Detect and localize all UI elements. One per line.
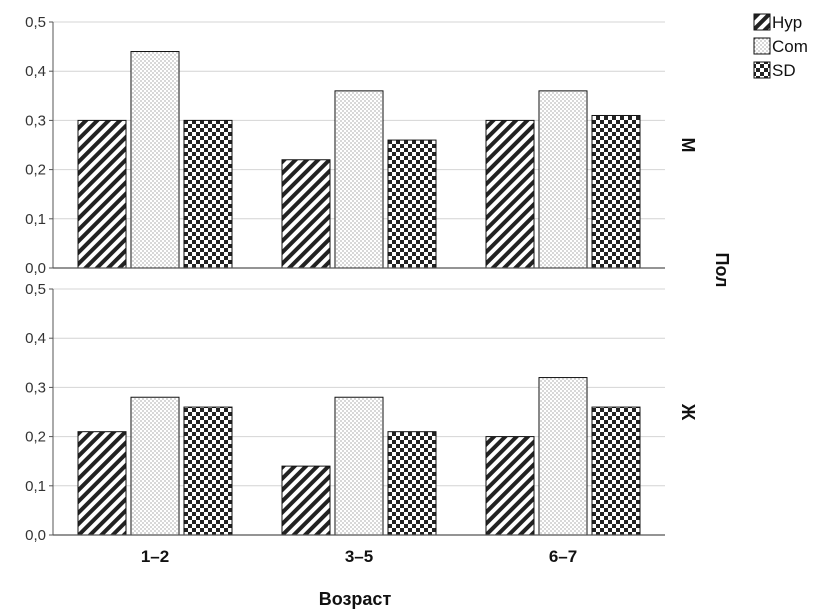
y-tick-label: 0,0 <box>25 527 46 544</box>
y-tick-label: 0,3 <box>25 112 46 129</box>
bar-hyp-m <box>281 159 331 269</box>
y-tick-label: 0,2 <box>25 162 46 179</box>
y-tick-label: 0,5 <box>25 281 46 298</box>
bar-com-zh <box>334 396 384 536</box>
bar-sd-m <box>387 139 437 269</box>
bar-com-zh <box>538 377 588 536</box>
x-tick-label: 6–7 <box>549 547 577 566</box>
bar-hyp-zh <box>281 465 331 536</box>
bar-hyp-m <box>485 119 535 269</box>
facet-axis-title: Пол <box>712 253 732 288</box>
bar-hyp-zh <box>77 431 127 536</box>
bar-hyp-m <box>77 119 127 269</box>
bars <box>77 51 641 536</box>
bar-sd-zh <box>387 431 437 536</box>
facet-label: М <box>678 138 698 153</box>
y-tick-label: 0,2 <box>25 429 46 446</box>
bar-sd-m <box>591 114 641 269</box>
axes <box>49 21 665 536</box>
y-tick-label: 0,3 <box>25 379 46 396</box>
legend-swatch-sd <box>753 61 771 79</box>
y-tick-label: 0,4 <box>25 63 46 80</box>
bar-com-m <box>538 90 588 269</box>
facet-label: Ж <box>678 403 698 421</box>
bar-com-zh <box>130 396 180 536</box>
labels: 0,0 0,1 0,2 0,3 0,4 0,5 М 0,0 0,1 0,2 0,3 0,4 0,5 Ж 1–… <box>25 14 732 609</box>
y-tick-label: 0,0 <box>25 260 46 277</box>
bar-sd-zh <box>183 406 233 536</box>
legend-label: Hyp <box>772 13 802 32</box>
x-axis-title: Возраст <box>319 589 392 609</box>
legend-label: SD <box>772 61 796 80</box>
legend: Hyp Com SD <box>753 13 808 80</box>
y-tick-label: 0,4 <box>25 330 46 347</box>
bar-sd-zh <box>591 406 641 536</box>
legend-label: Com <box>772 37 808 56</box>
legend-swatch-com <box>753 37 771 55</box>
bar-hyp-zh <box>485 436 535 536</box>
y-tick-label: 0,1 <box>25 478 46 495</box>
y-tick-label: 0,1 <box>25 211 46 228</box>
bar-sd-m <box>183 119 233 269</box>
legend-swatch-hyp <box>753 13 771 31</box>
y-tick-label: 0,5 <box>25 14 46 31</box>
bar-com-m <box>130 51 180 269</box>
x-tick-label: 3–5 <box>345 547 373 566</box>
bar-com-m <box>334 90 384 269</box>
x-tick-label: 1–2 <box>141 547 169 566</box>
